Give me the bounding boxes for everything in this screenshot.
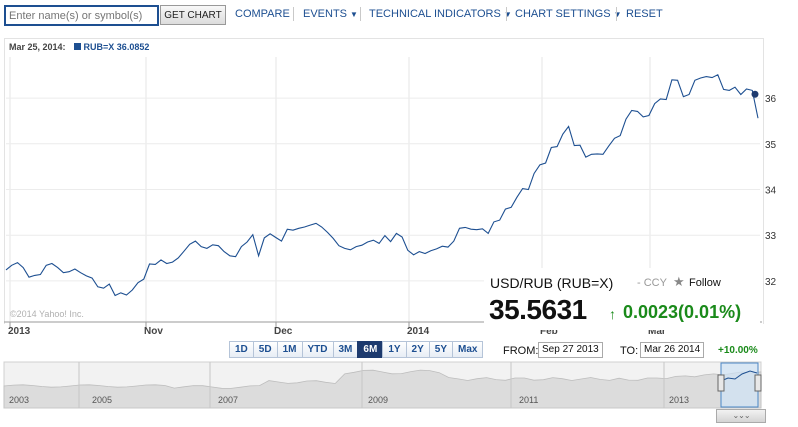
overview-year-label: 2013 bbox=[669, 395, 689, 405]
compare-menu[interactable]: COMPARE bbox=[235, 8, 290, 20]
chart-settings-dropdown-icon: ▼ bbox=[613, 10, 622, 19]
y-tick-label: 33 bbox=[765, 231, 777, 242]
overview-year-label: 2009 bbox=[368, 395, 388, 405]
series-swatch bbox=[73, 43, 81, 50]
y-tick-label: 35 bbox=[765, 140, 777, 151]
quote-price: 35.5631 bbox=[489, 294, 587, 325]
overview-left-handle[interactable] bbox=[717, 374, 725, 392]
navigator-scroll-handle[interactable]: ⌄⌄⌄ bbox=[716, 409, 766, 423]
overview-year-label: 2011 bbox=[519, 395, 538, 405]
up-arrow-icon: ↑ bbox=[609, 306, 616, 322]
to-date-input[interactable]: Mar 26 2014 bbox=[640, 342, 705, 358]
from-label: FROM: bbox=[503, 345, 539, 357]
x-tick-label: Mar bbox=[648, 326, 666, 337]
chart-watermark: ©2014 Yahoo! Inc. bbox=[10, 309, 84, 319]
toolbar-divider bbox=[360, 7, 361, 21]
range-5d-button[interactable]: 5D bbox=[252, 341, 278, 358]
quote-ccy: - CCY bbox=[637, 277, 667, 289]
range-6m-button[interactable]: 6M bbox=[357, 341, 384, 358]
y-axis: 32 33 34 35 36 bbox=[765, 94, 777, 288]
events-menu[interactable]: EVENTS ▼ bbox=[303, 8, 358, 20]
overview-year-label: 2007 bbox=[218, 395, 238, 405]
toolbar-divider bbox=[293, 7, 294, 21]
from-date-input[interactable]: Sep 27 2013 bbox=[538, 342, 603, 358]
range-max-button[interactable]: Max bbox=[452, 341, 484, 358]
chart-settings-menu[interactable]: CHART SETTINGS ▼ bbox=[515, 8, 621, 20]
x-tick-label: Feb bbox=[540, 326, 558, 337]
technical-indicators-dropdown-icon: ▼ bbox=[503, 10, 512, 19]
quote-change: 0.0023(0.01%) bbox=[623, 302, 742, 322]
y-tick-label: 32 bbox=[765, 277, 777, 288]
chart-header: Mar 25, 2014: RUB=X 36.0852 bbox=[9, 42, 149, 52]
overview-navigator[interactable]: 2003 2005 2007 2009 2011 2013 bbox=[3, 361, 762, 409]
compare-label: COMPARE bbox=[235, 8, 290, 20]
hover-date: Mar 25, 2014: bbox=[9, 42, 66, 52]
star-icon[interactable]: ★ bbox=[673, 274, 685, 289]
range-1m-button[interactable]: 1M bbox=[276, 341, 303, 358]
symbol-search-input[interactable] bbox=[4, 5, 159, 26]
events-label: EVENTS bbox=[303, 8, 348, 20]
toolbar-divider bbox=[616, 7, 617, 21]
technical-indicators-label: TECHNICAL INDICATORS bbox=[369, 8, 501, 20]
toolbar: GET CHART COMPARE EVENTS▼ TECHNICAL INDI… bbox=[0, 0, 798, 30]
chart-settings-label: CHART SETTINGS bbox=[515, 8, 611, 20]
chart-frame bbox=[4, 38, 764, 324]
overview-selection-line bbox=[720, 370, 758, 382]
range-ytd-button[interactable]: YTD bbox=[301, 341, 334, 358]
x-tick-label: 2013 bbox=[8, 326, 31, 337]
follow-button[interactable]: Follow bbox=[689, 277, 721, 289]
range-5y-button[interactable]: 5Y bbox=[428, 341, 454, 358]
range-1d-button[interactable]: 1D bbox=[229, 341, 254, 358]
range-1y-button[interactable]: 1Y bbox=[382, 341, 407, 358]
range-3m-button[interactable]: 3M bbox=[332, 341, 359, 358]
overview-area bbox=[3, 369, 762, 409]
rub-price-line bbox=[5, 74, 759, 297]
x-tick-label: 2014 bbox=[407, 326, 430, 337]
current-value-marker bbox=[751, 90, 759, 98]
quote-panel: USD/RUB (RUB=X) - CCY ★ Follow 35.5631 ↑… bbox=[484, 268, 760, 330]
y-tick-label: 34 bbox=[765, 186, 777, 197]
reset-button[interactable]: RESET bbox=[626, 8, 663, 20]
range-selector: 1D 5D 1M YTD 3M 6M 1Y 2Y 5Y Max bbox=[229, 341, 484, 358]
x-tick-label: Dec bbox=[274, 326, 293, 337]
period-change: +10.00% bbox=[718, 345, 758, 356]
overview-year-label: 2005 bbox=[92, 395, 112, 405]
quote-symbol: USD/RUB (RUB=X) bbox=[490, 275, 614, 291]
to-label: TO: bbox=[620, 345, 639, 357]
overview-right-handle[interactable] bbox=[754, 374, 762, 392]
overview-selection[interactable] bbox=[720, 362, 759, 408]
x-tick-label: Nov bbox=[144, 326, 163, 337]
y-tick-label: 36 bbox=[765, 94, 777, 105]
events-dropdown-icon: ▼ bbox=[350, 10, 358, 19]
overview-year-label: 2003 bbox=[9, 395, 29, 405]
technical-indicators-menu[interactable]: TECHNICAL INDICATORS ▼ bbox=[369, 8, 512, 20]
range-2y-button[interactable]: 2Y bbox=[405, 341, 430, 358]
toolbar-divider bbox=[506, 7, 507, 21]
series-legend: RUB=X 36.0852 bbox=[83, 42, 150, 52]
get-chart-button[interactable]: GET CHART bbox=[160, 5, 226, 25]
